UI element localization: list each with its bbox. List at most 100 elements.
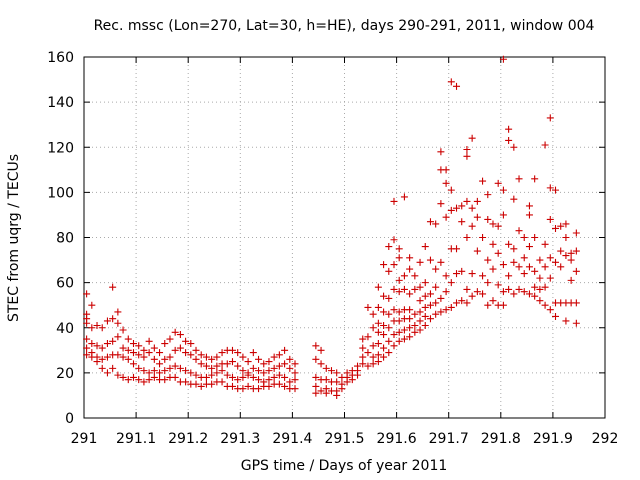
data-point (119, 326, 127, 334)
data-point (572, 299, 580, 307)
data-point (364, 303, 372, 311)
data-point (322, 389, 330, 397)
data-point (458, 297, 466, 305)
data-point (197, 382, 205, 390)
data-point (390, 331, 398, 339)
data-point (520, 270, 528, 278)
data-point (395, 337, 403, 345)
data-point (275, 351, 283, 359)
data-point (453, 204, 461, 212)
data-point (546, 184, 554, 192)
data-point (364, 362, 372, 370)
data-point (213, 369, 221, 377)
x-tick-label: 291.9 (533, 431, 573, 447)
data-point (364, 349, 372, 357)
data-point (140, 353, 148, 361)
data-point (562, 234, 570, 241)
data-point (249, 364, 257, 372)
data-point (103, 369, 111, 377)
data-point (129, 373, 137, 381)
data-point (156, 369, 164, 377)
data-point (510, 195, 518, 203)
data-point (88, 324, 96, 332)
data-point (369, 324, 377, 332)
data-point (421, 243, 429, 251)
data-point (255, 367, 263, 375)
data-point (275, 362, 283, 370)
data-point (187, 369, 195, 377)
x-tick-label: 291.4 (272, 431, 312, 447)
data-point (192, 355, 200, 363)
data-point (395, 317, 403, 325)
axes: 291 291.1 291.2 291.3 291.4 291.5 291.6 291.7 29… (47, 50, 618, 447)
data-point (458, 202, 466, 210)
data-point (129, 340, 137, 348)
data-point (489, 265, 497, 273)
data-point (374, 328, 382, 336)
data-point (432, 283, 440, 291)
data-point (447, 303, 455, 311)
data-point (93, 358, 101, 366)
data-point (572, 319, 580, 327)
data-point (463, 197, 471, 205)
data-point (83, 344, 91, 352)
data-point (281, 373, 289, 381)
data-point (208, 371, 216, 379)
data-point (275, 371, 283, 379)
y-tick-label: 160 (47, 50, 74, 66)
data-point (88, 340, 96, 348)
data-point (369, 310, 377, 318)
data-point (124, 346, 132, 354)
data-point (223, 360, 231, 368)
data-point (437, 148, 445, 156)
data-point (171, 346, 179, 354)
data-point (270, 353, 278, 361)
data-point (416, 283, 424, 291)
data-point (348, 376, 356, 384)
data-point (421, 303, 429, 311)
data-point (114, 333, 122, 341)
data-point (182, 367, 190, 375)
data-point (510, 290, 518, 298)
data-point (505, 240, 513, 248)
data-point (411, 285, 419, 293)
data-point (531, 283, 539, 291)
data-point (322, 364, 330, 372)
data-point (442, 306, 450, 314)
data-point (437, 258, 445, 266)
data-point (567, 276, 575, 284)
data-point (317, 346, 325, 354)
data-point (458, 267, 466, 275)
data-point (505, 272, 513, 280)
data-point (187, 351, 195, 359)
data-point (385, 294, 393, 302)
data-point (494, 222, 502, 230)
data-point (103, 353, 111, 361)
data-point (234, 349, 242, 357)
x-axis-label: GPS time / Days of year 2011 (241, 458, 448, 474)
data-point (286, 378, 294, 386)
data-point (531, 292, 539, 300)
data-point (192, 371, 200, 379)
data-point (291, 369, 299, 377)
data-point (109, 315, 117, 323)
data-point (135, 351, 143, 359)
y-tick-label: 0 (65, 411, 74, 427)
data-point (93, 342, 101, 350)
data-point (552, 186, 560, 194)
data-point (484, 256, 492, 264)
data-point (442, 179, 450, 187)
data-point (161, 367, 169, 375)
data-point (98, 364, 106, 372)
data-point (562, 317, 570, 325)
data-point (338, 385, 346, 393)
data-point (541, 283, 549, 291)
data-point (411, 310, 419, 318)
data-point (525, 263, 533, 271)
data-point (83, 335, 91, 343)
data-point (531, 234, 539, 241)
data-point (484, 215, 492, 223)
data-point (114, 351, 122, 359)
data-point (546, 215, 554, 223)
data-point (161, 355, 169, 363)
